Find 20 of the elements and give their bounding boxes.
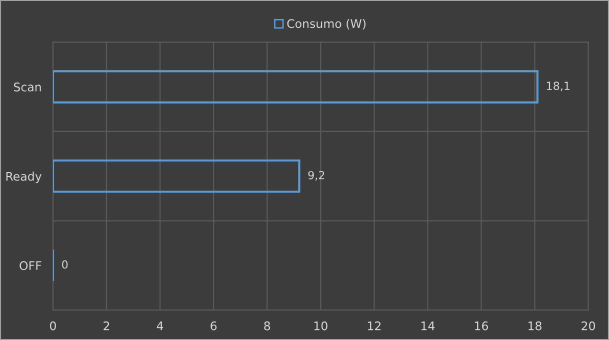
x-tick-label: 20 — [582, 321, 596, 330]
data-label: 9,2 — [308, 170, 324, 180]
x-tick-label: 2 — [104, 321, 110, 330]
y-tick-label: Scan — [14, 82, 41, 92]
x-tick-label: 0 — [50, 321, 56, 330]
y-tick-label: Ready — [6, 172, 42, 184]
x-tick-label: 4 — [156, 322, 164, 330]
bar — [52, 70, 538, 104]
data-label: 18,1 — [546, 82, 570, 92]
x-tick-label: 12 — [368, 321, 380, 330]
legend-label: Consumo (W) — [287, 18, 366, 30]
x-tick-label: 10 — [314, 321, 328, 330]
x-tick-label: 18 — [528, 321, 542, 330]
x-tick-label: 8 — [264, 321, 270, 330]
y-tick-label: OFF — [20, 261, 42, 270]
x-tick-label: 14 — [421, 322, 435, 330]
bar — [52, 159, 300, 193]
data-label: 0 — [62, 260, 68, 269]
x-tick-label: 6 — [210, 321, 217, 330]
x-tick-label: 16 — [475, 321, 488, 330]
